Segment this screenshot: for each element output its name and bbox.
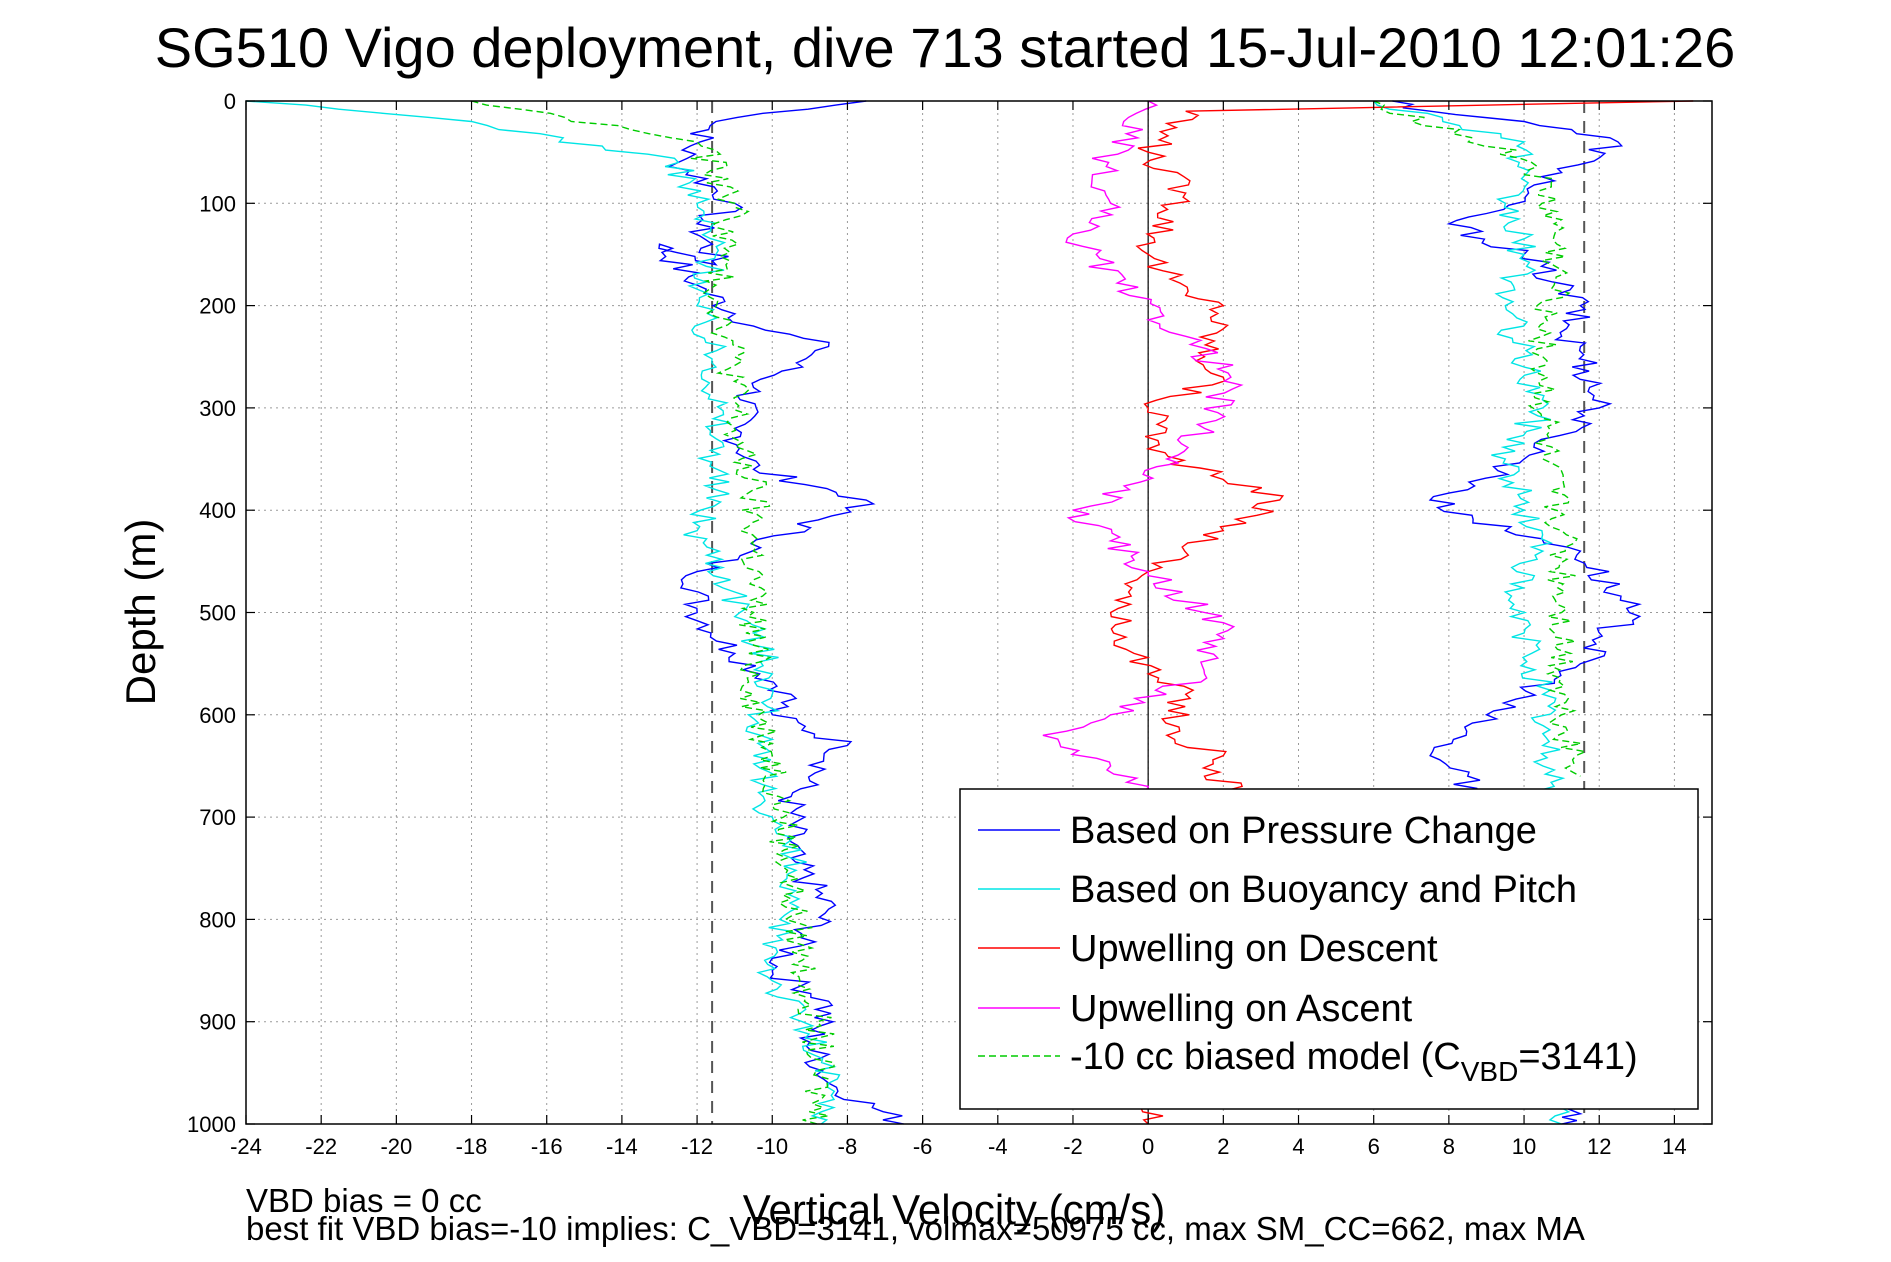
x-tick-label: -8 xyxy=(838,1134,858,1159)
x-tick-label: 4 xyxy=(1292,1134,1304,1159)
x-tick-label: -6 xyxy=(913,1134,933,1159)
legend-entry-subscript: VBD xyxy=(1461,1056,1519,1087)
y-tick-label: 1000 xyxy=(187,1112,236,1137)
y-tick-label: 800 xyxy=(199,907,236,932)
x-tick-label: 10 xyxy=(1512,1134,1536,1159)
legend-entry: Based on Buoyancy and Pitch xyxy=(1070,869,1577,911)
legend-entry: Based on Pressure Change xyxy=(1070,810,1537,852)
x-tick-label: 0 xyxy=(1142,1134,1154,1159)
x-tick-label: 8 xyxy=(1443,1134,1455,1159)
legend-entry: -10 cc biased model (CVBD=3141) xyxy=(1070,1036,1638,1087)
legend-entry: Upwelling on Descent xyxy=(1070,928,1438,970)
x-tick-label: 12 xyxy=(1587,1134,1611,1159)
y-tick-label: 100 xyxy=(199,191,236,216)
chart-title: SG510 Vigo deployment, dive 713 started … xyxy=(155,16,1736,79)
legend-entry-suffix: =3141) xyxy=(1518,1036,1637,1078)
legend-entry-label: Based on Pressure Change xyxy=(1070,810,1537,852)
x-tick-label: -14 xyxy=(606,1134,638,1159)
x-tick-label: -18 xyxy=(456,1134,488,1159)
legend-entry-label: Based on Buoyancy and Pitch xyxy=(1070,869,1577,911)
x-tick-label: 2 xyxy=(1217,1134,1229,1159)
x-tick-label: -20 xyxy=(380,1134,412,1159)
series-line-3-descent xyxy=(1042,100,1244,818)
y-tick-label: 600 xyxy=(199,703,236,728)
x-tick-label: -16 xyxy=(531,1134,563,1159)
x-axis-label: Vertical Velocity (cm/s) xyxy=(743,1186,1165,1233)
footnote-bias: VBD bias = 0 cc xyxy=(246,1182,482,1219)
y-tick-label: 400 xyxy=(199,498,236,523)
y-tick-label: 700 xyxy=(199,805,236,830)
legend-entry-label: Upwelling on Descent xyxy=(1070,928,1438,970)
x-tick-label: -12 xyxy=(681,1134,713,1159)
y-tick-label: 500 xyxy=(199,601,236,626)
x-tick-label: -4 xyxy=(988,1134,1008,1159)
y-tick-label: 200 xyxy=(199,294,236,319)
y-tick-label: 0 xyxy=(224,89,236,114)
footnote-best-fit: best fit VBD bias=-10 implies: C_VBD=314… xyxy=(246,1210,1585,1247)
series-line-4-ascent xyxy=(1373,100,1588,777)
x-tick-label: 14 xyxy=(1662,1134,1686,1159)
x-tick-label: -24 xyxy=(230,1134,262,1159)
axis-ticks: -24 -22 -20 -18 -16 -14 -12 -10 -8 -6 -4 -2 0 2 4 6 8 10 1… xyxy=(187,89,1712,1159)
legend-box xyxy=(959,788,1699,1110)
legend: Based on Pressure Change Based on Buoyanc… xyxy=(959,788,1699,1110)
series-line-1-descent xyxy=(245,100,841,1125)
x-tick-label: -2 xyxy=(1063,1134,1083,1159)
legend-entry-label: -10 cc biased model (C xyxy=(1070,1036,1461,1078)
x-tick-label: -22 xyxy=(305,1134,337,1159)
y-tick-label: 300 xyxy=(199,396,236,421)
series-line-4-descent xyxy=(471,100,835,1125)
x-tick-label: 6 xyxy=(1368,1134,1380,1159)
y-axis-label: Depth (m) xyxy=(117,519,164,706)
x-tick-label: -10 xyxy=(756,1134,788,1159)
legend-entry-label: Upwelling on Ascent xyxy=(1070,988,1413,1030)
y-tick-label: 900 xyxy=(199,1010,236,1035)
series-line-0-descent xyxy=(658,100,904,1125)
legend-entry: Upwelling on Ascent xyxy=(1070,988,1413,1030)
